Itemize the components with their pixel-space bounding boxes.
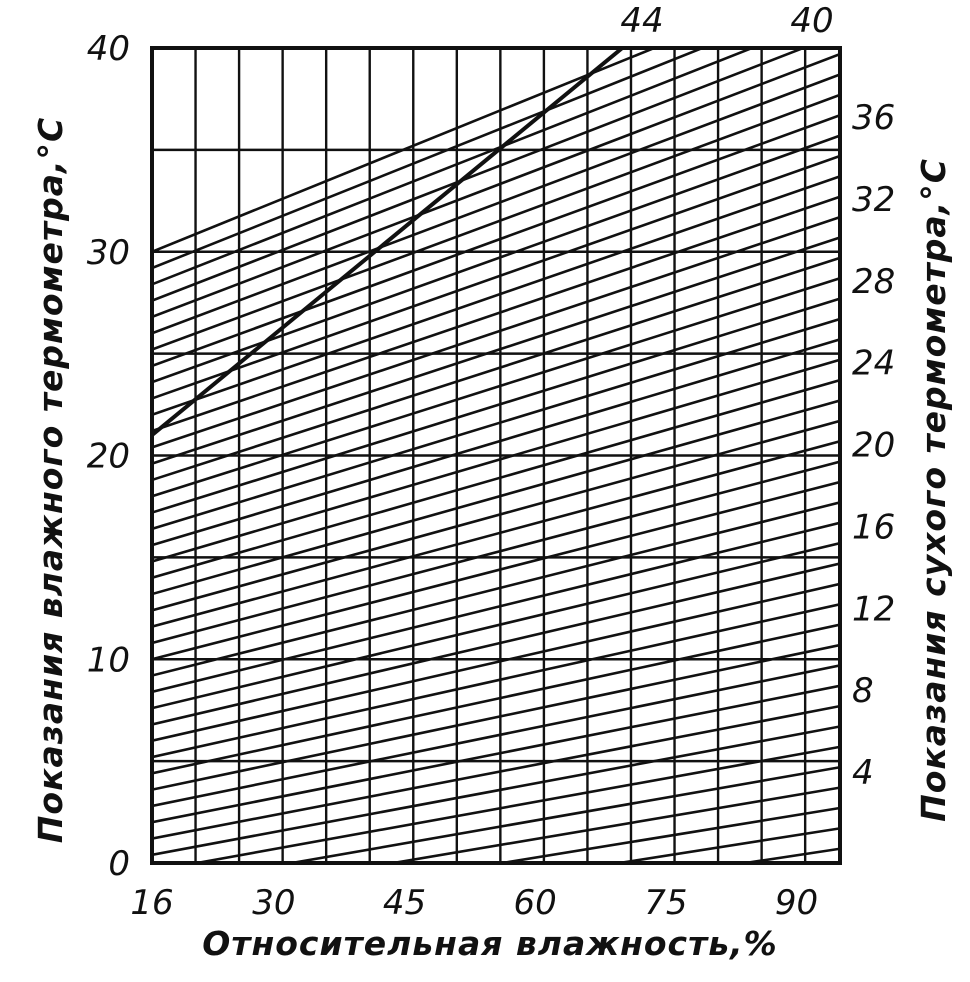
isotherm-line [610, 827, 840, 863]
grid-layer [150, 46, 842, 865]
x-tick-label: 16 [130, 883, 173, 923]
right-axis-title: Показания сухого термометра,°C [914, 158, 953, 822]
right-tick-label: 24 [852, 344, 895, 384]
isotherm-line [152, 48, 807, 302]
right-tick-label: 20 [852, 426, 895, 466]
isotherm-line [152, 297, 840, 514]
isotherm-line [152, 175, 840, 416]
right-tick-label: 4 [852, 753, 874, 793]
isotherm-line [152, 215, 840, 449]
isotherm-line [152, 602, 840, 759]
left-axis-ticks: 0 10 20 30 40 [87, 29, 130, 884]
isotherm-line [152, 480, 840, 661]
isotherm-line [152, 48, 658, 253]
right-tick-label: 8 [852, 671, 874, 711]
top-tick-label: 44 [620, 1, 663, 41]
isotherm-line [152, 704, 840, 840]
left-tick-label: 30 [87, 233, 130, 273]
isotherm-line [494, 806, 840, 863]
isotherm-line [152, 195, 840, 433]
isotherm-line [152, 48, 756, 286]
isotherm-line [152, 134, 840, 384]
x-tick-label: 30 [252, 883, 295, 923]
isotherm-line [152, 93, 840, 351]
plot-frame [150, 46, 842, 865]
isotherm-line [152, 521, 840, 694]
x-axis-title: Относительная влажность,% [202, 924, 777, 963]
isotherm-line [152, 562, 840, 726]
right-axis-ticks: 4 8 12 16 20 24 28 32 36 [852, 98, 895, 793]
isotherm-line [152, 399, 840, 596]
isotherm-line [152, 460, 840, 645]
isotherm-line [152, 664, 840, 808]
isotherm-line [152, 114, 840, 368]
isotherm-line [152, 256, 840, 482]
isotherm-line [152, 725, 840, 857]
series-layer [152, 48, 840, 863]
isotherm-line [152, 276, 840, 498]
left-tick-label: 40 [87, 29, 130, 69]
x-axis-ticks: 16 30 45 60 75 90 [130, 883, 818, 923]
x-tick-label: 75 [644, 883, 687, 923]
left-axis-title: Показания влажного термометра,°C [31, 117, 70, 843]
x-tick-label: 90 [775, 883, 818, 923]
top-axis-ticks: 44 40 [620, 1, 833, 41]
right-tick-label: 36 [852, 98, 895, 138]
isotherm-line [152, 419, 840, 612]
isotherm-line [152, 501, 840, 677]
isotherm-line [152, 338, 840, 547]
isotherm-line [152, 582, 840, 743]
right-tick-label: 16 [852, 507, 895, 547]
left-tick-label: 20 [87, 437, 130, 477]
left-tick-label: 0 [108, 844, 130, 884]
isotherm-line [284, 765, 840, 863]
isotherm-line [152, 52, 840, 319]
isotherm-line [152, 378, 840, 579]
x-tick-label: 60 [514, 883, 557, 923]
isotherm-line [152, 643, 840, 791]
isotherm-line [152, 439, 840, 628]
right-tick-label: 32 [852, 180, 895, 220]
isotherm-line [152, 623, 840, 775]
isotherm-line [385, 786, 840, 863]
left-tick-label: 10 [87, 640, 130, 680]
isotherm-line [152, 358, 840, 563]
top-tick-label: 40 [790, 1, 833, 41]
isotherm-line [189, 745, 840, 863]
isotherm-line [152, 73, 840, 335]
isotherm-line [152, 48, 706, 270]
saturation-envelope [152, 48, 624, 437]
right-tick-label: 12 [852, 589, 895, 629]
isotherm-line [152, 154, 840, 400]
isotherm-line [152, 541, 840, 710]
right-tick-label: 28 [852, 262, 895, 302]
x-tick-label: 45 [383, 883, 426, 923]
isotherm-line [152, 236, 840, 465]
isotherm-line [152, 317, 840, 531]
isotherm-line [152, 684, 840, 824]
